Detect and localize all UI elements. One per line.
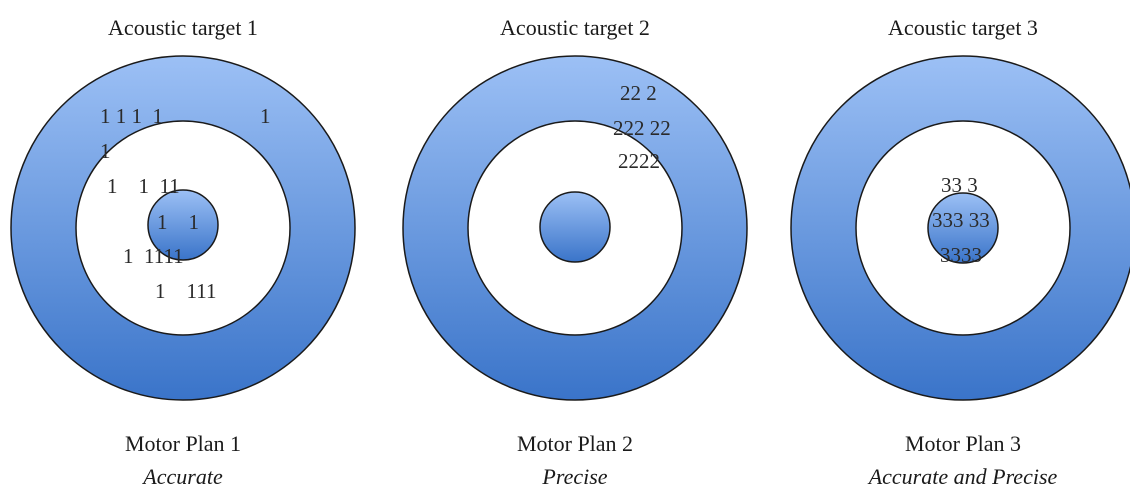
target-3: Acoustic target 3 33 3 333 33 3333 Motor… [790, 15, 1130, 489]
target-1-marks-row: 1 [260, 104, 271, 128]
target-2-marks-row: 2222 [618, 149, 660, 173]
target-1-marks-row: 1 1 11 [107, 174, 180, 198]
target-1: Acoustic target 1 1 1 1 1 1 1 1 1 11 1 1… [10, 15, 356, 489]
target-3-marks-row: 3333 [940, 243, 982, 267]
target-3-marks-row: 333 33 [932, 208, 990, 232]
target-2-bullseye [539, 191, 611, 263]
target-2-title: Acoustic target 2 [500, 15, 650, 40]
target-2-descriptor: Precise [541, 464, 607, 489]
target-1-title: Acoustic target 1 [108, 15, 258, 40]
target-1-bullseye [147, 189, 219, 261]
target-1-marks-row: 1 1111 [123, 244, 184, 268]
target-2: Acoustic target 2 22 2 222 22 2222 Motor… [402, 15, 748, 489]
target-2-plan-label: Motor Plan 2 [517, 431, 633, 456]
target-3-plan-label: Motor Plan 3 [905, 431, 1021, 456]
target-1-marks-row: 1 111 [155, 279, 216, 303]
target-3-marks-row: 33 3 [941, 173, 978, 197]
target-1-plan-label: Motor Plan 1 [125, 431, 241, 456]
target-1-marks-row: 1 [100, 139, 111, 163]
target-3-bullseye [927, 192, 999, 264]
target-2-marks-row: 22 2 [620, 81, 657, 105]
target-3-title: Acoustic target 3 [888, 15, 1038, 40]
target-1-marks-row: 1 1 1 1 [100, 104, 163, 128]
target-3-descriptor: Accurate and Precise [867, 464, 1058, 489]
target-1-descriptor: Accurate [141, 464, 223, 489]
target-2-marks-row: 222 22 [613, 116, 671, 140]
target-1-marks-row: 1 1 [157, 210, 199, 234]
